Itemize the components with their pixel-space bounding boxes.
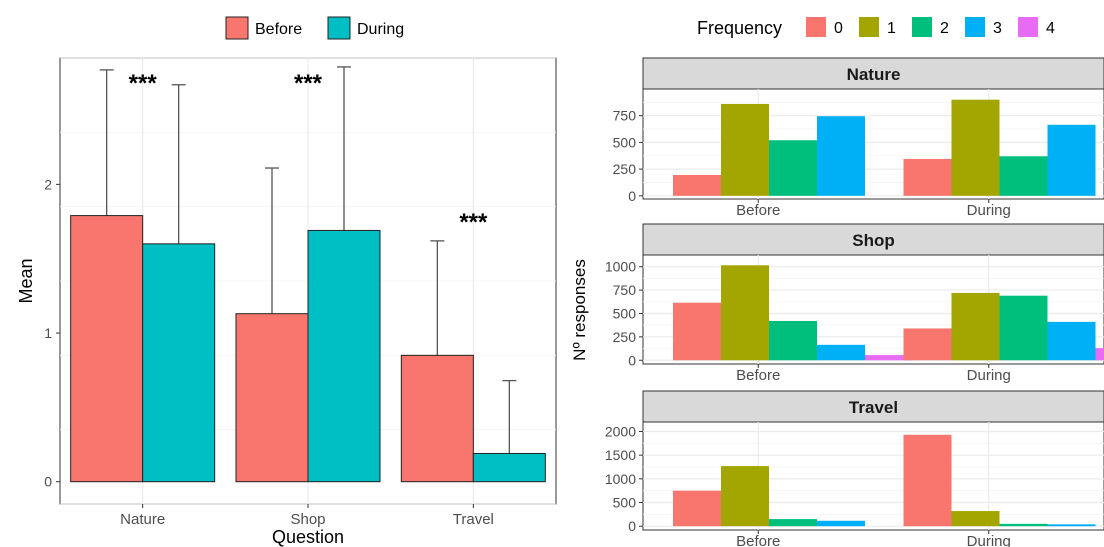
bar-shop-during-freq-3 (1047, 321, 1096, 361)
panel-strip (642, 223, 1104, 256)
mean-chart-x-axis-label: Question (272, 527, 344, 547)
bar-nature-during-freq-1 (951, 99, 1000, 196)
legend-label-during: During (357, 21, 404, 38)
significance-annotation-travel: *** (459, 209, 488, 236)
bar-travel-during-freq-0 (903, 434, 952, 527)
mean-chart-x-tick-label: Shop (290, 511, 325, 528)
bar-nature-during (142, 243, 216, 483)
bar-nature-before-freq-0 (673, 174, 721, 196)
bar-shop-before-freq-3 (817, 344, 865, 361)
panel-y-tick-label: 0 (628, 518, 636, 534)
bar-shop-during-freq-0 (903, 328, 952, 361)
legend-swatch-before (225, 16, 249, 40)
panel-strip-title-shop: Shop (852, 231, 895, 250)
bar-travel-before-freq-0 (673, 490, 721, 527)
frequency-legend-swatch-1 (859, 17, 879, 37)
panel-x-tick-label: Before (736, 367, 780, 384)
bar-travel-before-freq-3 (817, 520, 865, 527)
bar-shop-before-freq-4 (865, 355, 913, 361)
frequency-legend-label-1: 1 (887, 20, 896, 37)
responses-legend-title: Frequency (697, 18, 782, 38)
bar-travel-before-freq-2 (769, 519, 817, 527)
panel-y-tick-label: 1500 (605, 447, 636, 463)
frequency-legend-label-2: 2 (940, 20, 949, 37)
mean-chart-y-tick-label: 1 (44, 325, 52, 341)
bar-shop-during-freq-4 (1095, 348, 1104, 361)
panel-strip-title-nature: Nature (847, 65, 901, 84)
responses-panel-travel: Travel 0 500 1000 1500 2000 Before During (605, 390, 1104, 547)
bar-travel-before (400, 354, 474, 483)
panel-y-tick-label: 250 (613, 329, 637, 345)
bar-nature-during-freq-2 (999, 156, 1048, 196)
responses-chart-panels: Nature 0 250 500 750 Before During Shop 0 250 500 7… (605, 57, 1104, 547)
panel-strip (642, 390, 1104, 423)
frequency-legend-label-3: 3 (993, 20, 1002, 37)
mean-chart-legend: Before During (225, 16, 404, 40)
panel-strip-title-travel: Travel (849, 398, 898, 417)
mean-chart-y-axis-label: Mean (16, 258, 36, 303)
panel-y-tick-label: 0 (628, 188, 636, 204)
responses-chart-y-axis-label: Nº responses (570, 259, 589, 361)
bar-shop-before (235, 313, 309, 483)
mean-chart-x-tick-label: Nature (120, 511, 165, 528)
mean-chart-y-tick-label: 0 (44, 474, 52, 490)
bar-shop-during-freq-1 (951, 292, 1000, 361)
responses-chart: Nº responses Frequency 0 1 2 3 4 Nature 0 250 5… (570, 17, 1104, 547)
bar-travel-before-freq-1 (721, 466, 769, 527)
panel-y-tick-label: 0 (628, 352, 636, 368)
panel-y-tick-label: 750 (613, 282, 637, 298)
mean-chart-y-ticks: 0 1 2 (44, 176, 60, 490)
panel-y-tick-label: 500 (613, 495, 637, 511)
responses-chart-legend: Frequency 0 1 2 3 4 (697, 17, 1055, 38)
bar-travel-during (472, 452, 546, 483)
frequency-legend-swatch-0 (806, 17, 826, 37)
panel-x-tick-label: During (967, 202, 1011, 219)
legend-swatch-during (327, 16, 351, 40)
panel-x-tick-label: Before (736, 533, 780, 547)
bar-nature-before-freq-1 (721, 103, 769, 196)
panel-x-tick-label: During (967, 533, 1011, 547)
panel-y-tick-label: 500 (613, 305, 637, 321)
responses-panel-nature: Nature 0 250 500 750 Before During (613, 57, 1104, 219)
panel-y-tick-label: 500 (613, 134, 637, 150)
panel-y-tick-label: 2000 (605, 423, 636, 439)
mean-chart-bars: *** *** *** (70, 66, 546, 483)
bar-shop-before-freq-2 (769, 320, 817, 361)
bar-travel-during-freq-1 (951, 511, 1000, 527)
panel-y-tick-label: 1000 (605, 259, 636, 275)
bar-nature-before-freq-3 (817, 116, 865, 196)
frequency-legend-label-0: 0 (834, 20, 843, 37)
bar-nature-during-freq-3 (1047, 124, 1096, 196)
mean-chart-x-ticks: Nature Shop Travel (120, 504, 494, 528)
bar-nature-before-freq-2 (769, 140, 817, 196)
panel-y-tick-label: 750 (613, 108, 637, 124)
panel-y-tick-label: 1000 (605, 471, 636, 487)
significance-annotation-shop: *** (294, 70, 323, 97)
mean-chart-x-tick-label: Travel (453, 511, 494, 528)
bar-travel-during-freq-3 (1047, 524, 1096, 527)
mean-chart-y-tick-label: 2 (44, 176, 52, 192)
frequency-legend-swatch-3 (965, 17, 985, 37)
panel-x-tick-label: During (967, 367, 1011, 384)
panel-y-tick-label: 250 (613, 161, 637, 177)
legend-label-before: Before (255, 21, 302, 38)
bar-shop-before-freq-1 (721, 265, 769, 361)
frequency-legend-swatch-2 (912, 17, 932, 37)
bar-travel-during-freq-2 (999, 523, 1048, 527)
frequency-legend-label-4: 4 (1046, 20, 1055, 37)
responses-panel-shop: Shop 0 250 500 750 1000 Before During (605, 223, 1104, 384)
bar-nature-before (70, 215, 144, 483)
bar-shop-during-freq-2 (999, 295, 1048, 361)
significance-annotation-nature: *** (129, 70, 158, 97)
bar-shop-before-freq-0 (673, 302, 721, 361)
bar-shop-during (307, 229, 381, 483)
panel-x-tick-label: Before (736, 202, 780, 219)
frequency-legend-swatch-4 (1018, 17, 1038, 37)
bar-nature-during-freq-0 (903, 158, 952, 196)
mean-chart: *** ****** 012 Nature Shop Travel Question … (16, 16, 557, 547)
